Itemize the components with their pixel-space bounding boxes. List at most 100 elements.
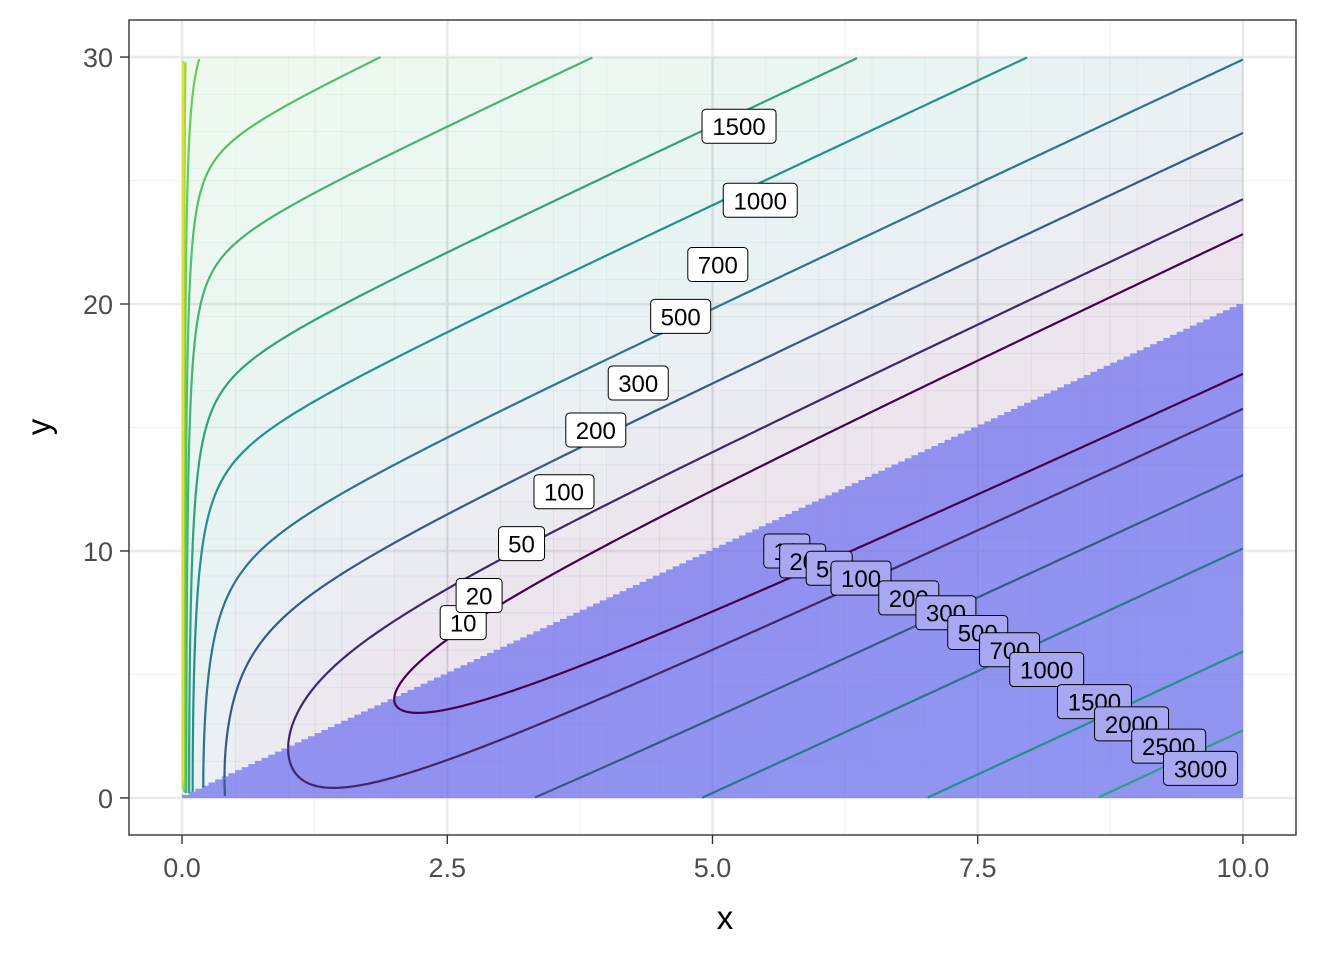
contour-label-lower: 200 — [878, 580, 940, 616]
fill-cell — [500, 427, 554, 466]
contour-label-upper-box — [722, 182, 798, 218]
contour-label-lower: 100 — [830, 560, 892, 596]
shaded-region — [182, 304, 1243, 798]
fill-cell — [659, 501, 714, 540]
contour-label-upper: 1000 — [722, 182, 798, 218]
fill-cell — [341, 427, 395, 466]
contour-label-upper-box — [701, 108, 777, 144]
fill-cell — [288, 353, 342, 392]
fill-cell — [1030, 94, 1085, 132]
y-tick-label: 10 — [83, 537, 113, 567]
fill-cell — [288, 316, 342, 355]
y-axis-title: y — [20, 418, 57, 435]
contour-label-upper-text: 500 — [661, 304, 701, 331]
fill-cell — [341, 205, 395, 243]
x-tick-label: 5.0 — [694, 853, 732, 883]
fill-cell — [341, 316, 395, 355]
fill-cell — [447, 168, 501, 206]
fill-cell — [500, 575, 554, 614]
fill-cell — [977, 279, 1032, 317]
contour-label-upper-box — [607, 365, 669, 401]
fill-cell — [182, 538, 236, 577]
fill-cell — [977, 94, 1032, 132]
contour-label-upper-text: 200 — [576, 418, 616, 445]
fill-cell — [182, 353, 236, 392]
fill-cell — [394, 279, 448, 317]
contour-label-upper-text: 1500 — [712, 114, 765, 141]
y-tick-label: 0 — [98, 784, 113, 814]
x-tick-label: 10.0 — [1217, 853, 1270, 883]
fill-cell — [235, 242, 289, 280]
fill-cell — [235, 131, 289, 169]
fill-cell — [341, 94, 395, 132]
fill-cell — [871, 168, 926, 206]
fill-cell — [500, 94, 554, 132]
fill-cell — [394, 131, 448, 169]
fill-cell — [235, 316, 289, 355]
contour-label-lower-box — [830, 560, 892, 596]
fill-cell — [765, 464, 820, 503]
contour-line-lower — [701, 547, 1244, 799]
fill-cell — [1189, 94, 1244, 132]
fill-cell — [1030, 242, 1085, 280]
fill-cell — [394, 464, 448, 503]
fill-cell — [288, 501, 342, 540]
fill-cell — [500, 316, 554, 355]
fill-cell — [182, 279, 236, 317]
contour-label-upper-box — [650, 298, 712, 334]
fill-cell — [818, 168, 873, 206]
fill-cell — [394, 168, 448, 206]
fill-cell — [341, 464, 395, 503]
fill-cell — [765, 279, 820, 317]
fill-cell — [182, 205, 236, 243]
fill-cell — [341, 242, 395, 280]
fill-cell — [235, 57, 289, 95]
contour-label-upper-box — [455, 577, 503, 613]
fill-cell — [447, 131, 501, 169]
contour-label-upper: 10 — [439, 605, 487, 641]
fill-cell — [394, 612, 448, 651]
fill-cell — [235, 575, 289, 614]
fill-cell — [712, 353, 767, 392]
fill-cell — [500, 242, 554, 280]
fill-cell — [606, 501, 661, 540]
fill-cell — [288, 57, 342, 95]
fill-cell — [924, 316, 979, 355]
contour-label-lower: 300 — [915, 595, 977, 631]
fill-cell — [765, 353, 820, 392]
contour-labels: 1020501002003005007001000150020002500300… — [439, 108, 1239, 786]
fill-cell — [1136, 279, 1191, 317]
contour-label-upper-text: 700 — [698, 253, 738, 280]
contour-label-upper-text: 50 — [508, 532, 535, 559]
fill-cell — [606, 57, 661, 95]
fill-cell — [818, 242, 873, 280]
fill-cell — [553, 205, 608, 243]
contour-label-upper: 200 — [565, 412, 627, 448]
fill-cell — [712, 279, 767, 317]
fill-cell — [1136, 242, 1191, 280]
fill-cell — [1030, 279, 1085, 317]
contour-label-lower-box — [1163, 750, 1239, 786]
fill-cell — [182, 131, 236, 169]
fill-cell — [447, 390, 501, 429]
fill-cell — [182, 686, 236, 725]
x-tick-label: 0.0 — [163, 853, 201, 883]
fill-cell — [659, 168, 714, 206]
fill-cell — [1136, 168, 1191, 206]
fill-cell — [341, 390, 395, 429]
contour-line-upper — [287, 198, 1244, 749]
contour-label-upper: 100 — [533, 474, 595, 510]
fill-cell — [977, 242, 1032, 280]
fill-cell — [288, 538, 342, 577]
fill-cell — [341, 649, 395, 688]
contour-label-upper: 500 — [650, 298, 712, 334]
contour-line-upper — [191, 56, 1028, 792]
fill-cell — [182, 427, 236, 466]
fill-cell — [182, 168, 236, 206]
fill-cell — [341, 575, 395, 614]
fill-cell — [235, 427, 289, 466]
contour-label-upper: 1500 — [701, 108, 777, 144]
fill-cell — [447, 279, 501, 317]
fill-cell — [394, 427, 448, 466]
